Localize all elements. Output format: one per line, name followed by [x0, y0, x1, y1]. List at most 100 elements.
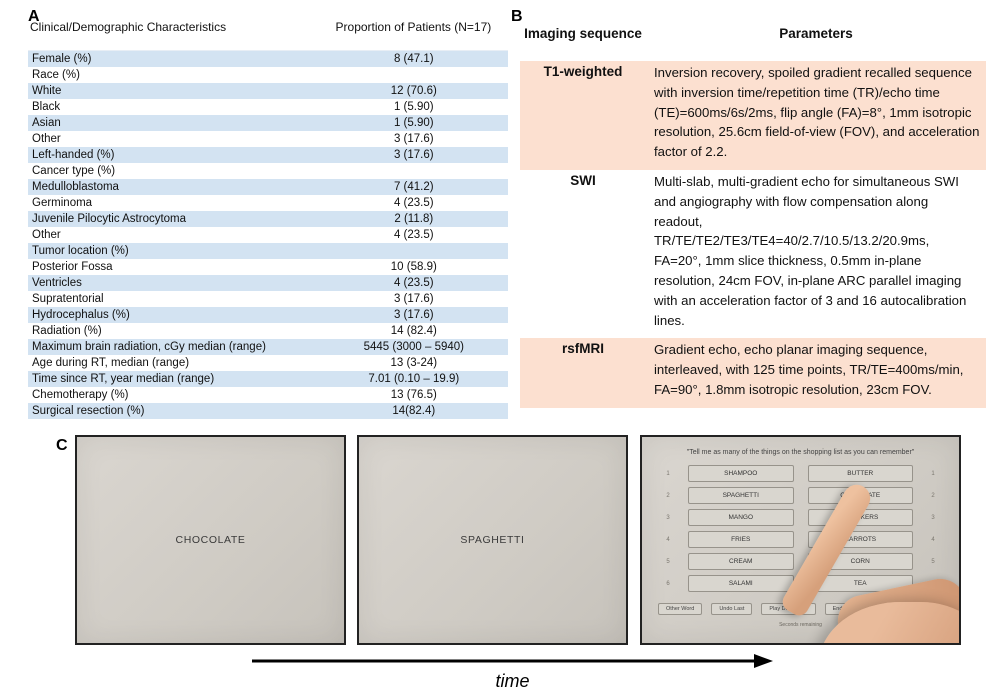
table-row: Radiation (%) 14 (82.4) [28, 323, 508, 339]
proportion-column-header: Proportion of Patients (N=17) [335, 20, 492, 34]
table-row: Other 4 (23.5) [28, 227, 508, 243]
sequence-name: T1-weighted [543, 64, 623, 79]
word-button: CORN [807, 553, 913, 570]
task-control-button: End [824, 603, 851, 615]
characteristic-label: Ventricles [32, 277, 82, 289]
table-row: Maximum brain radiation, cGy median (ran… [28, 339, 508, 355]
characteristic-label: Hydrocephalus (%) [32, 309, 130, 321]
characteristic-label: Supratentorial [32, 293, 104, 305]
characteristic-label: Other [32, 133, 61, 145]
row-number-right: 3 [931, 514, 935, 521]
recall-prompt: "Tell me as many of the things on the sh… [686, 449, 915, 456]
characteristic-value: 5445 (3000 – 5940) [363, 341, 464, 353]
characteristic-value: 14 (82.4) [390, 325, 437, 337]
imaging-sequences-table: Imaging sequence Parameters T1-weighted … [520, 26, 986, 408]
characteristic-value: 4 (23.5) [393, 277, 434, 289]
characteristic-value: 7.01 (0.10 – 19.9) [368, 373, 460, 385]
word-button: SHAMPOO [688, 465, 794, 482]
row-number-right: 2 [931, 492, 935, 499]
characteristic-label: Female (%) [32, 53, 92, 65]
task-control-button: Other Word [658, 603, 703, 615]
characteristic-label: Tumor location (%) [32, 245, 129, 257]
panel-a-label: A [28, 8, 40, 25]
characteristic-value: 3 (17.6) [393, 293, 434, 305]
task-control-button: Play Distraction [761, 603, 816, 615]
characteristic-label: Chemotherapy (%) [32, 389, 129, 401]
word-button: SPAGHETTI [688, 487, 794, 504]
table-row: Posterior Fossa 10 (58.9) [28, 259, 508, 275]
table-row: Chemotherapy (%) 13 (76.5) [28, 387, 508, 403]
table-row: Other 3 (17.6) [28, 131, 508, 147]
stimulus-word: CHOCOLATE [175, 534, 246, 546]
table-row: Black 1 (5.90) [28, 99, 508, 115]
table-row: rsfMRI Gradient echo, echo planar imagin… [520, 338, 986, 408]
row-number-right: 6 [931, 580, 935, 587]
table-row: T1-weighted Inversion recovery, spoiled … [520, 61, 986, 170]
characteristic-label: Cancer type (%) [32, 165, 116, 177]
word-button: CRACKERS [807, 509, 913, 526]
characteristic-value: 4 (23.5) [393, 229, 434, 241]
characteristic-label: White [32, 85, 62, 97]
time-arrow [250, 652, 775, 670]
sequence-name: rsfMRI [561, 341, 604, 357]
word-button: BUTTER [807, 465, 913, 482]
row-number-left: 2 [666, 492, 670, 499]
characteristic-value [320, 163, 508, 179]
recall-control-buttons: Other Word Undo Last Play Distraction En… [642, 592, 959, 615]
word-button: MANGO [688, 509, 794, 526]
table-row: Surgical resection (%) 14(82.4) [28, 403, 508, 419]
characteristic-label: Medulloblastoma [32, 181, 119, 193]
characteristic-value: 13 (76.5) [390, 389, 437, 401]
imaging-table-header: Imaging sequence Parameters [520, 26, 986, 41]
row-number-right: 1 [931, 470, 935, 477]
characteristic-label: Left-handed (%) [32, 149, 115, 161]
demographics-table-header: Clinical/Demographic Characteristics Pro… [28, 20, 508, 34]
row-number-left: 4 [666, 536, 670, 543]
parameters-column-header: Parameters [779, 26, 853, 41]
word-button: CARROTS [807, 531, 913, 548]
table-row: Supratentorial 3 (17.6) [28, 291, 508, 307]
panel-b-label: B [511, 8, 523, 25]
characteristic-label: Black [32, 101, 61, 113]
table-row: Germinoma 4 (23.5) [28, 195, 508, 211]
characteristic-value [320, 243, 508, 259]
table-row: SWI Multi-slab, multi-gradient echo for … [520, 170, 986, 338]
characteristic-label: Age during RT, median (range) [32, 357, 190, 369]
table-row: Cancer type (%) [28, 163, 508, 179]
table-row: Medulloblastoma 7 (41.2) [28, 179, 508, 195]
task-screen-chocolate: CHOCOLATE [75, 435, 346, 645]
characteristic-value: 4 (23.5) [393, 197, 434, 209]
table-row: Tumor location (%) [28, 243, 508, 259]
characteristic-value: 12 (70.6) [390, 85, 437, 97]
row-number-left: 3 [666, 514, 670, 521]
characteristic-value: 10 (58.9) [390, 261, 437, 273]
characteristic-value: 1 (5.90) [393, 101, 434, 113]
characteristic-value: 3 (17.6) [393, 149, 434, 161]
demographics-table-body: Female (%) 8 (47.1) Race (%) White 12 (7… [28, 50, 508, 419]
panel-c-label: C [56, 437, 68, 454]
characteristic-label: Germinoma [32, 197, 93, 209]
table-row: Age during RT, median (range) 13 (3-24) [28, 355, 508, 371]
table-row: Juvenile Pilocytic Astrocytoma 2 (11.8) [28, 211, 508, 227]
table-row: Female (%) 8 (47.1) [28, 51, 508, 67]
word-button: SALAMI [688, 575, 794, 592]
characteristics-column-header: Clinical/Demographic Characteristics [30, 20, 227, 34]
characteristic-label: Other [32, 229, 61, 241]
table-row: Asian 1 (5.90) [28, 115, 508, 131]
stimulus-word: SPAGHETTI [460, 534, 525, 546]
word-button: CREAM [688, 553, 794, 570]
characteristic-value: 14(82.4) [392, 405, 436, 417]
characteristic-label: Time since RT, year median (range) [32, 373, 215, 385]
characteristic-value: 8 (47.1) [393, 53, 434, 65]
word-button: TEA [807, 575, 913, 592]
row-number-right: 4 [931, 536, 935, 543]
table-row: Hydrocephalus (%) 3 (17.6) [28, 307, 508, 323]
word-button: FRIES [688, 531, 794, 548]
sequence-name: SWI [570, 172, 596, 188]
characteristic-label: Asian [32, 117, 61, 129]
characteristic-value: 3 (17.6) [393, 133, 434, 145]
task-screen-spaghetti: SPAGHETTI [357, 435, 628, 645]
characteristic-value: 2 (11.8) [394, 213, 434, 225]
characteristic-label: Surgical resection (%) [32, 405, 145, 417]
